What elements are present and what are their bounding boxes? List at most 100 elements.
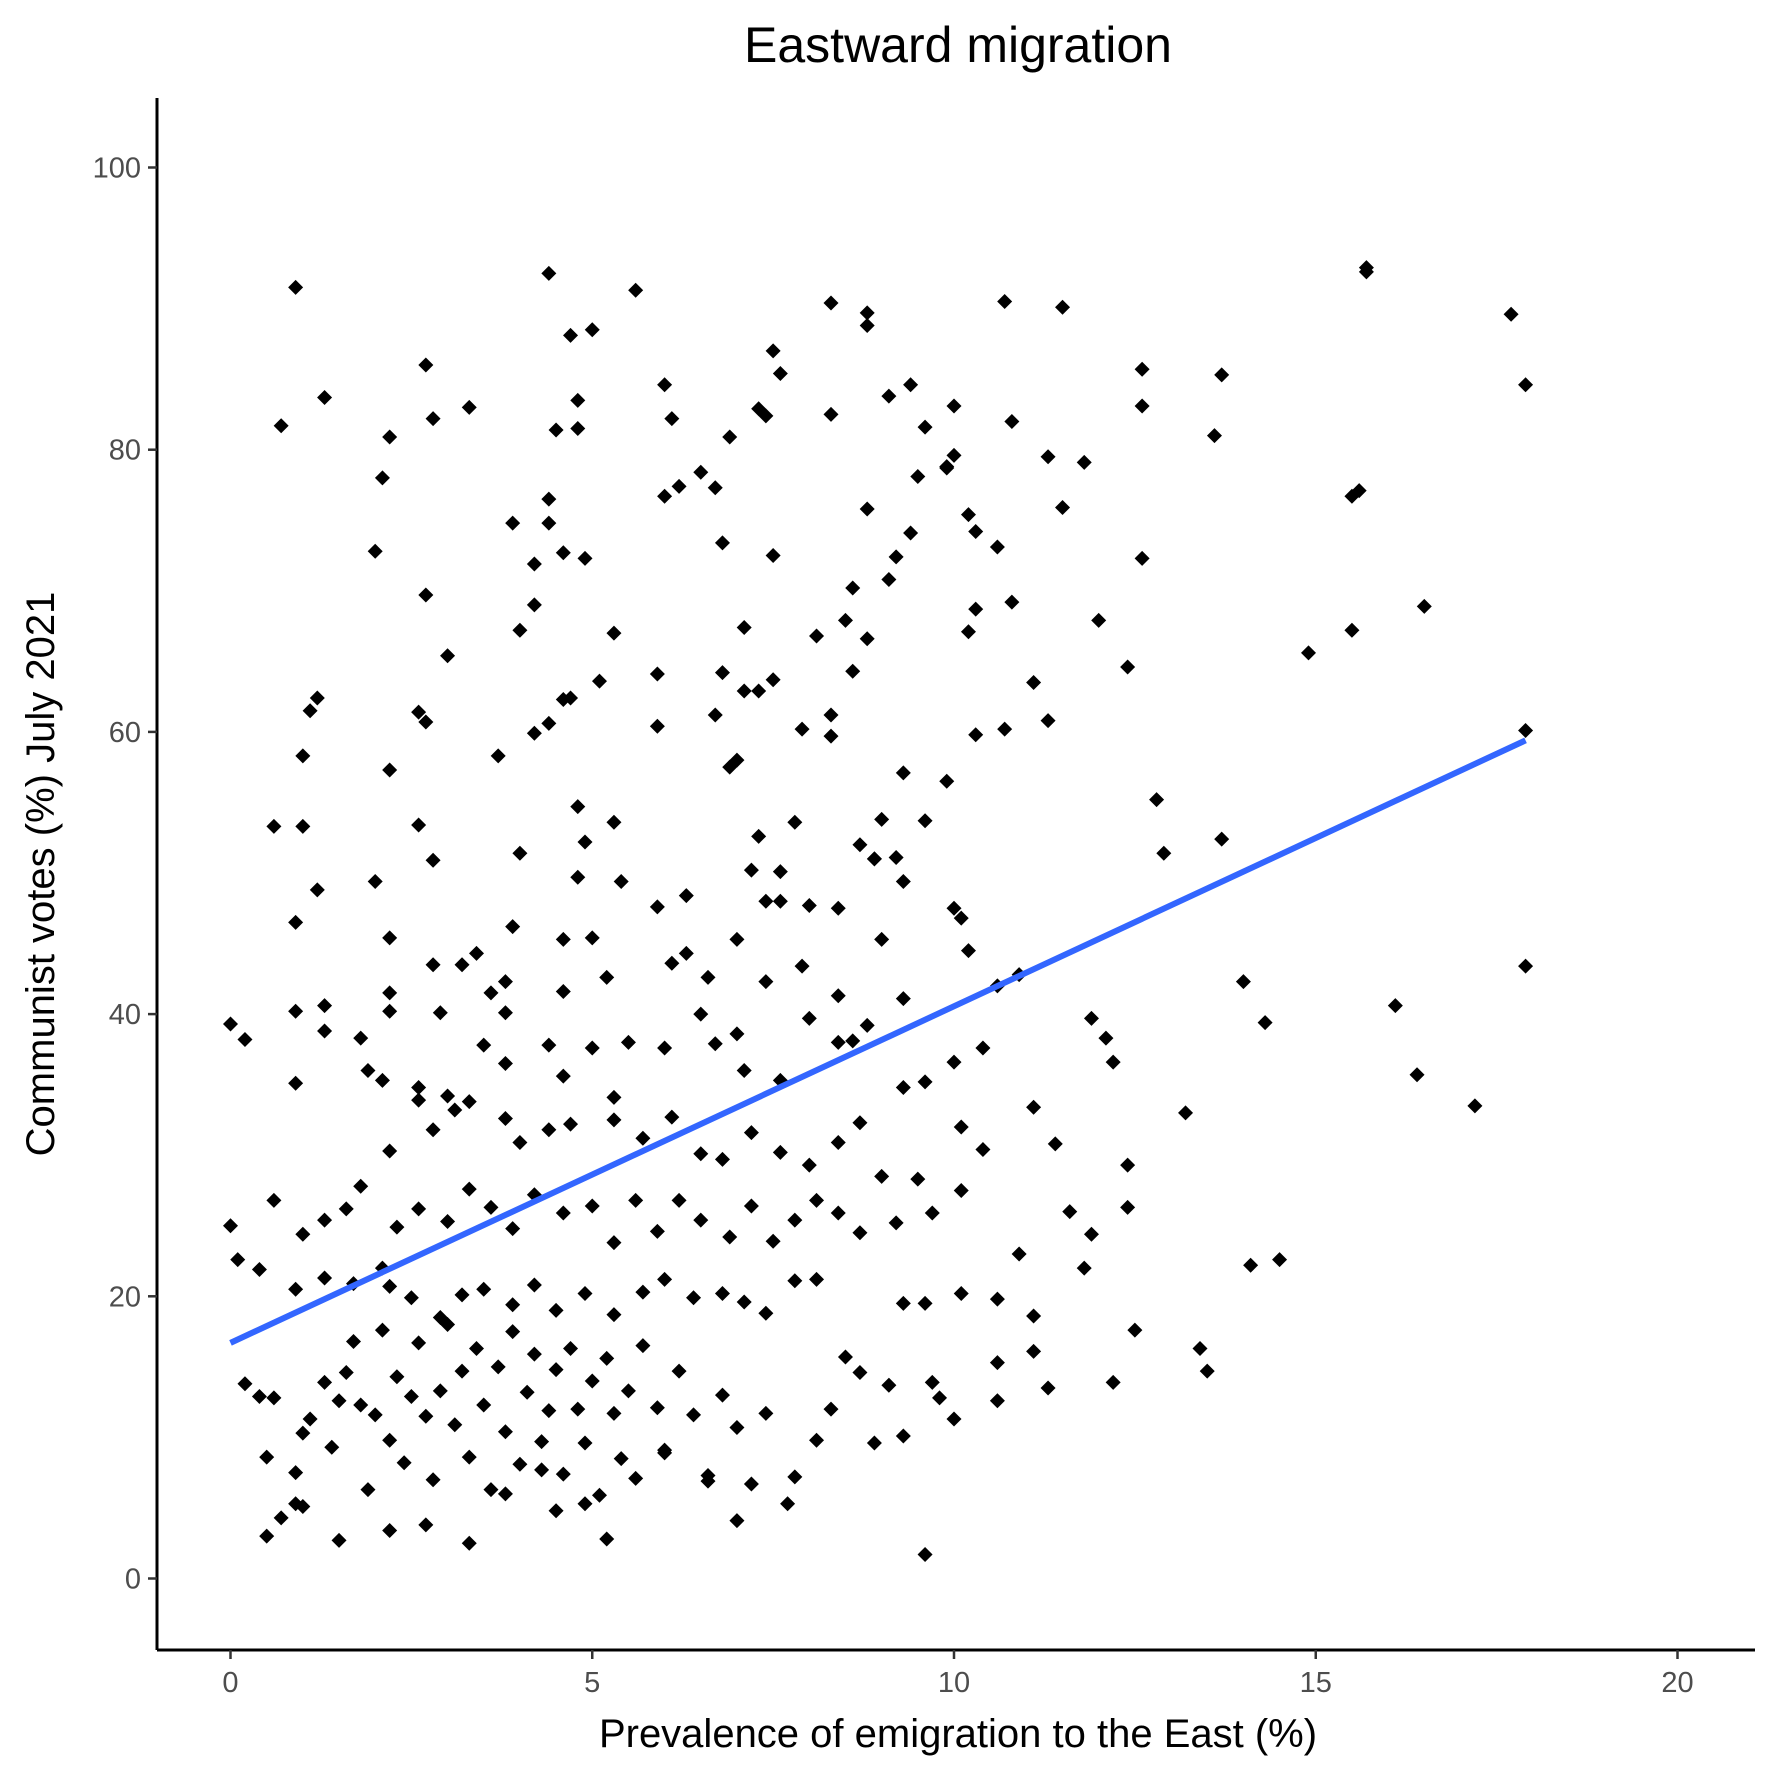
data-point (1105, 1374, 1121, 1390)
data-point (302, 1411, 318, 1427)
data-point (772, 893, 788, 909)
data-point (440, 1088, 456, 1104)
data-point (852, 1225, 868, 1241)
data-point (765, 343, 781, 359)
data-point (714, 1285, 730, 1301)
data-point (570, 392, 586, 408)
data-point (309, 690, 325, 706)
data-point (736, 1294, 752, 1310)
data-point (324, 1439, 340, 1455)
data-point (953, 910, 969, 926)
data-point (288, 1003, 304, 1019)
trend-layer (229, 737, 1527, 1346)
data-point (649, 1400, 665, 1416)
x-tick-label: 5 (584, 1667, 600, 1699)
data-point (570, 869, 586, 885)
data-point (555, 1466, 571, 1482)
y-tick-label: 80 (109, 435, 141, 467)
data-point (367, 873, 383, 889)
data-point (801, 897, 817, 913)
data-point (830, 900, 846, 916)
data-point (403, 1290, 419, 1306)
data-point (389, 1219, 405, 1235)
data-point (512, 622, 528, 638)
data-point (1098, 1030, 1114, 1046)
data-point (396, 1455, 412, 1471)
data-point (960, 943, 976, 959)
data-point (555, 545, 571, 561)
data-point (693, 464, 709, 480)
data-point (946, 1411, 962, 1427)
data-point (331, 1393, 347, 1409)
data-point (787, 1469, 803, 1485)
data-point (1105, 1054, 1121, 1070)
data-point (1149, 792, 1165, 808)
data-point (1076, 454, 1092, 470)
data-point (584, 1373, 600, 1389)
data-point (490, 1359, 506, 1375)
data-point (317, 389, 333, 405)
data-point (1351, 483, 1367, 499)
data-point (809, 1192, 825, 1208)
data-point (288, 279, 304, 295)
data-point (606, 1112, 622, 1128)
data-point (960, 507, 976, 523)
data-point (570, 1401, 586, 1417)
data-point (765, 548, 781, 564)
data-point (541, 515, 557, 531)
data-point (997, 294, 1013, 310)
data-point (1026, 675, 1042, 691)
data-point (432, 1383, 448, 1399)
data-point (411, 1079, 427, 1095)
data-point (823, 406, 839, 422)
data-point (563, 1341, 579, 1357)
data-point (924, 1205, 940, 1221)
data-point (729, 752, 745, 768)
data-point (1518, 958, 1534, 974)
data-point (1214, 831, 1230, 847)
data-point (505, 515, 521, 531)
data-point (425, 1122, 441, 1138)
y-tick-label: 40 (109, 999, 141, 1031)
data-point (794, 721, 810, 737)
data-point (968, 601, 984, 617)
data-point (628, 1192, 644, 1208)
data-point (447, 1102, 463, 1118)
data-point (577, 1496, 593, 1512)
data-point (411, 817, 427, 833)
data-point (1055, 299, 1071, 315)
data-point (353, 1397, 369, 1413)
data-point (454, 1363, 470, 1379)
data-point (382, 1278, 398, 1294)
data-point (526, 556, 542, 572)
data-point (1062, 1204, 1078, 1220)
data-point (729, 1513, 745, 1529)
data-point (787, 1273, 803, 1289)
data-point (729, 1026, 745, 1042)
data-point (497, 1005, 513, 1021)
data-point (736, 1063, 752, 1079)
data-point (259, 1449, 275, 1465)
data-point (526, 725, 542, 741)
data-point (584, 1040, 600, 1056)
data-point (946, 1054, 962, 1070)
data-point (1214, 367, 1230, 383)
data-point (295, 1226, 311, 1242)
data-point (888, 849, 904, 865)
y-tick-label: 60 (109, 717, 141, 749)
data-point (1091, 612, 1107, 628)
data-point (693, 1006, 709, 1022)
x-tick-label: 0 (222, 1667, 238, 1699)
data-point (1503, 306, 1519, 322)
data-point (353, 1030, 369, 1046)
data-point (541, 491, 557, 507)
data-point (534, 1462, 550, 1478)
data-point (382, 930, 398, 946)
data-point (657, 488, 673, 504)
data-point (591, 673, 607, 689)
data-point (425, 852, 441, 868)
data-point (845, 1033, 861, 1049)
data-point (570, 799, 586, 815)
data-point (743, 1198, 759, 1214)
data-point (591, 1487, 607, 1503)
